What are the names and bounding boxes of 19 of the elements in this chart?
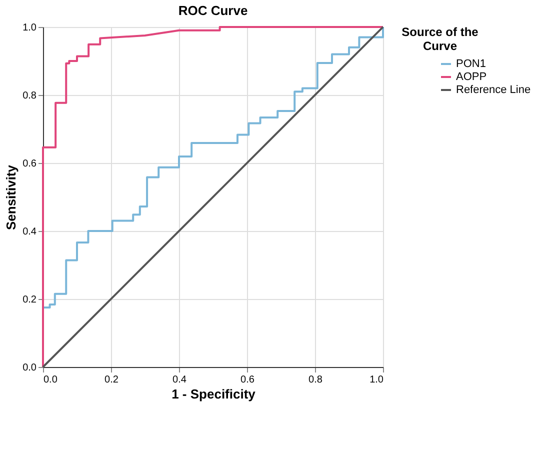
x-tick-label: 0.6	[240, 374, 255, 386]
legend-label: PON1	[456, 58, 486, 70]
legend-label: AOPP	[456, 71, 487, 83]
x-axis-title: 1 - Specificity	[172, 386, 256, 402]
y-axis-title: Sensitivity	[4, 164, 19, 230]
chart-title: ROC Curve	[178, 3, 248, 18]
y-tick-label: 0.4	[22, 226, 37, 238]
x-tick-label: 0.0	[44, 374, 58, 386]
y-tick-label: 1.0	[22, 22, 37, 34]
x-tick-label: 0.4	[172, 374, 187, 386]
legend-label: Reference Line	[456, 84, 531, 96]
legend-title: Source of the Curve	[402, 25, 479, 53]
y-tick-label: 0.0	[22, 362, 37, 374]
y-tick-label: 0.8	[22, 90, 37, 102]
x-tick-label: 0.2	[104, 374, 119, 386]
y-tick-label: 0.2	[22, 294, 37, 306]
x-tick-label: 0.8	[308, 374, 323, 386]
y-tick-label: 0.6	[22, 158, 37, 170]
x-tick-label: 1.0	[370, 374, 384, 386]
